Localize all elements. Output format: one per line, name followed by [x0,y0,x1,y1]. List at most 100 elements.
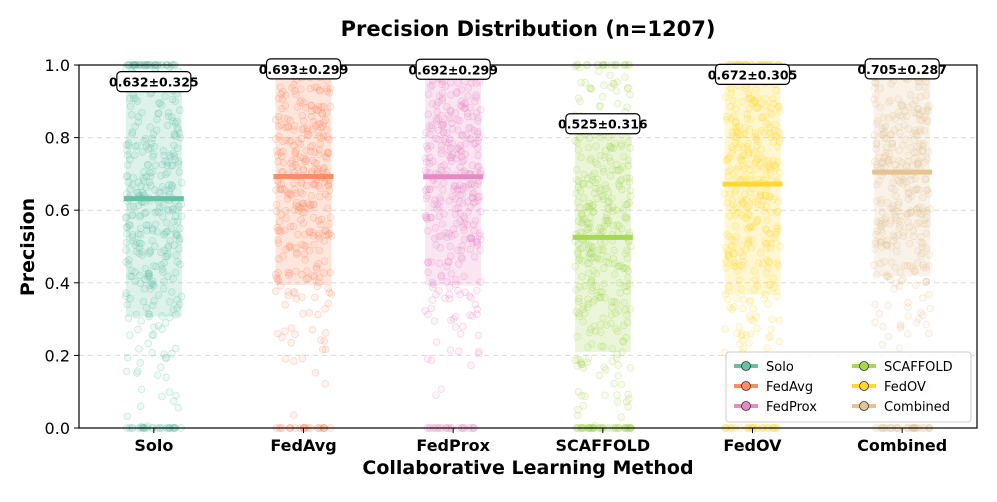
data-point [172,205,181,214]
data-point [583,303,592,312]
data-point [167,181,176,189]
data-point [274,178,283,186]
data-point [172,229,180,238]
data-point [281,300,289,309]
data-point [575,134,584,142]
data-point [282,206,290,215]
data-point [472,93,480,102]
data-point [134,113,143,121]
data-point [320,132,328,141]
data-point [307,112,316,121]
data-point [911,96,920,105]
data-point [271,271,280,279]
data-point [619,337,627,345]
data-point [447,157,456,166]
data-point [753,324,761,333]
data-point [309,271,317,280]
data-point [464,92,472,100]
data-point [153,207,162,215]
data-point [624,390,632,399]
data-point [612,206,620,215]
data-point [276,185,285,193]
data-point [766,280,775,289]
data-point [776,242,784,251]
data-point [126,221,134,230]
data-point [910,136,919,144]
data-point [586,199,594,208]
data-point [604,198,612,206]
data-point [609,144,618,152]
data-point [580,194,588,202]
data-point [132,310,140,319]
data-point [314,106,323,114]
data-point [876,103,885,112]
data-point [915,127,924,136]
data-point [876,84,885,93]
data-point [576,283,584,291]
data-point [585,252,593,261]
data-point [164,207,173,215]
data-point [610,259,619,267]
data-point [158,392,166,401]
data-point [439,128,448,137]
data-point [425,122,434,130]
data-point [285,241,294,250]
data-point [311,180,319,188]
data-point [308,125,316,134]
data-point [168,95,177,104]
data-point [774,143,782,151]
data-point [587,276,596,284]
data-point [731,138,740,147]
data-point [134,325,142,334]
data-point [906,143,915,152]
data-point [303,124,312,132]
data-point [905,151,913,160]
data-point [455,116,464,125]
data-point [153,115,161,124]
data-point [125,256,133,264]
data-point [576,356,585,364]
data-point [736,248,745,257]
data-point [607,194,616,203]
data-point [438,120,447,129]
data-point [763,216,771,224]
data-point [751,198,760,206]
data-point [323,204,332,212]
data-point [146,281,154,289]
data-point [572,308,581,316]
data-point [434,135,442,144]
data-point [306,228,314,237]
data-point [164,272,172,281]
data-point [168,161,177,170]
data-point [299,200,307,208]
data-point [168,182,177,190]
data-point [140,168,148,176]
data-point [746,296,755,305]
data-point [906,239,914,248]
data-point [721,256,730,264]
data-point [286,116,295,125]
data-point [464,181,473,189]
data-point [326,268,335,277]
data-point [438,232,446,240]
data-point [311,148,319,157]
data-point [914,159,923,168]
data-point [144,269,152,278]
data-point [585,241,593,249]
data-point [468,193,476,202]
data-point [602,257,611,266]
data-point [456,163,464,171]
data-point [318,110,327,118]
data-point [123,146,131,155]
data-point [278,87,287,96]
data-point [619,206,628,214]
data-point [891,115,900,123]
data-point [587,279,595,287]
data-point [626,192,635,200]
data-point [298,189,307,198]
data-point [463,197,472,206]
data-point [315,120,324,128]
data-point [439,128,448,136]
data-point [294,202,303,211]
